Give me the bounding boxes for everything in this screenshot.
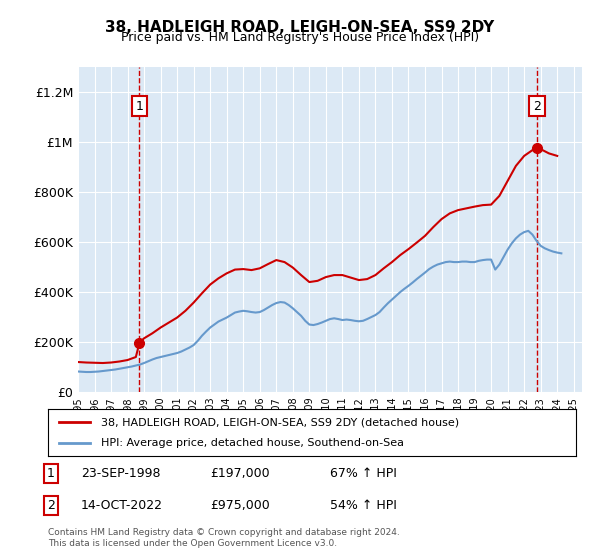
- Text: 2: 2: [533, 100, 541, 113]
- Text: £197,000: £197,000: [210, 466, 269, 480]
- Text: 14-OCT-2022: 14-OCT-2022: [81, 499, 163, 512]
- Text: Price paid vs. HM Land Registry's House Price Index (HPI): Price paid vs. HM Land Registry's House …: [121, 31, 479, 44]
- Text: £975,000: £975,000: [210, 499, 270, 512]
- Text: 54% ↑ HPI: 54% ↑ HPI: [330, 499, 397, 512]
- Text: Contains HM Land Registry data © Crown copyright and database right 2024.
This d: Contains HM Land Registry data © Crown c…: [48, 528, 400, 548]
- Text: 38, HADLEIGH ROAD, LEIGH-ON-SEA, SS9 2DY (detached house): 38, HADLEIGH ROAD, LEIGH-ON-SEA, SS9 2DY…: [101, 417, 459, 427]
- Text: 23-SEP-1998: 23-SEP-1998: [81, 466, 161, 480]
- Text: HPI: Average price, detached house, Southend-on-Sea: HPI: Average price, detached house, Sout…: [101, 438, 404, 448]
- Text: 67% ↑ HPI: 67% ↑ HPI: [330, 466, 397, 480]
- Text: 1: 1: [136, 100, 143, 113]
- Text: 38, HADLEIGH ROAD, LEIGH-ON-SEA, SS9 2DY: 38, HADLEIGH ROAD, LEIGH-ON-SEA, SS9 2DY: [106, 20, 494, 35]
- Text: 2: 2: [47, 499, 55, 512]
- Text: 1: 1: [47, 466, 55, 480]
